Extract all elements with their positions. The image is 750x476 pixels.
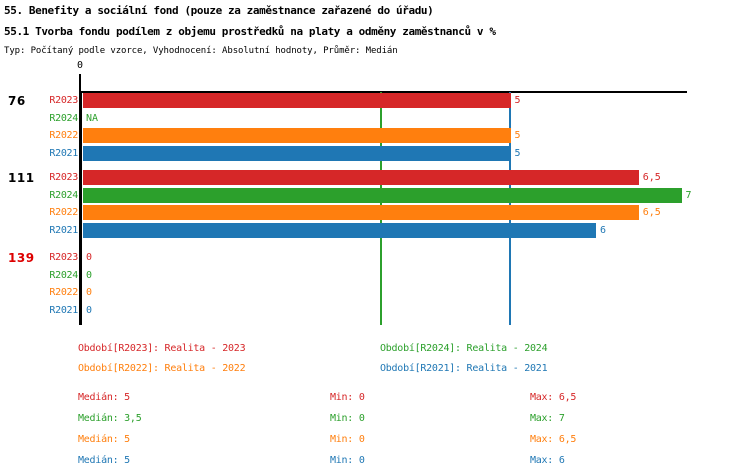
group-number-76: 76	[8, 94, 26, 108]
stat-min-r2021: Min: 0	[330, 455, 365, 466]
x-axis-zero-tick-label: 0	[76, 60, 84, 71]
page-title-line2: 55.1 Tvorba fondu podílem z objemu prost…	[4, 25, 496, 38]
x-axis-zero-tick-mark	[79, 74, 81, 92]
row-label-111-r2022: R2022	[49, 207, 78, 219]
stat-min-r2024: Min: 0	[330, 413, 365, 424]
bar-111-r2022	[83, 205, 639, 221]
bar-111-r2021	[83, 223, 596, 239]
stat-median-r2022: Medián: 5	[78, 434, 130, 445]
bar-value-139-r2023: 0	[86, 252, 93, 263]
y-axis-line	[79, 91, 82, 325]
stat-min-r2022: Min: 0	[330, 434, 365, 445]
bar-value-139-r2022: 0	[86, 287, 93, 299]
stat-max-r2023: Max: 6,5	[530, 392, 577, 403]
legend-item-r2023: Období[R2023]: Realita - 2023	[78, 343, 246, 354]
row-label-111-r2024: R2024	[49, 189, 78, 201]
group-number-111: 111	[8, 171, 35, 185]
row-label-139-r2024: R2024	[49, 269, 78, 281]
legend-item-r2024: Období[R2024]: Realita - 2024	[380, 343, 548, 354]
bar-value-139-r2021: 0	[86, 305, 93, 317]
legend-item-r2021: Období[R2021]: Realita - 2021	[380, 363, 548, 374]
row-label-139-r2022: R2022	[49, 287, 78, 299]
row-label-76-r2023: R2023	[49, 95, 78, 106]
bar-value-76-r2024: NA	[86, 112, 99, 124]
bar-76-r2023	[83, 93, 511, 108]
row-label-139-r2023: R2023	[49, 252, 78, 263]
chart-meta-line: Typ: Počítaný podle vzorce, Vyhodnocení:…	[4, 46, 398, 56]
group-number-139: 139	[8, 251, 35, 265]
bar-value-76-r2021: 5	[514, 148, 521, 160]
bar-value-76-r2022: 5	[514, 130, 521, 142]
bar-value-111-r2024: 7	[685, 189, 692, 201]
row-label-139-r2021: R2021	[49, 305, 78, 317]
stat-max-r2021: Max: 6	[530, 455, 565, 466]
stat-median-r2024: Medián: 3,5	[78, 413, 142, 424]
x-axis-line	[79, 91, 687, 93]
stat-max-r2022: Max: 6,5	[530, 434, 577, 445]
stat-median-r2023: Medián: 5	[78, 392, 130, 403]
stat-max-r2024: Max: 7	[530, 413, 565, 424]
bar-76-r2021	[83, 146, 511, 162]
legend-item-r2022: Období[R2022]: Realita - 2022	[78, 363, 246, 374]
row-label-111-r2023: R2023	[49, 172, 78, 183]
row-label-111-r2021: R2021	[49, 225, 78, 237]
bar-value-76-r2023: 5	[514, 95, 521, 106]
bar-111-r2023	[83, 170, 639, 185]
bar-111-r2024	[83, 187, 682, 203]
bar-76-r2022	[83, 128, 511, 144]
bar-value-111-r2023: 6,5	[642, 172, 661, 183]
bar-value-139-r2024: 0	[86, 269, 93, 281]
bar-value-111-r2022: 6,5	[642, 207, 661, 219]
stat-median-r2021: Medián: 5	[78, 455, 130, 466]
row-label-76-r2021: R2021	[49, 148, 78, 160]
bar-value-111-r2021: 6	[600, 225, 607, 237]
row-label-76-r2024: R2024	[49, 112, 78, 124]
row-label-76-r2022: R2022	[49, 130, 78, 142]
stat-min-r2023: Min: 0	[330, 392, 365, 403]
page-title-line1: 55. Benefity a sociální fond (pouze za z…	[4, 4, 434, 17]
